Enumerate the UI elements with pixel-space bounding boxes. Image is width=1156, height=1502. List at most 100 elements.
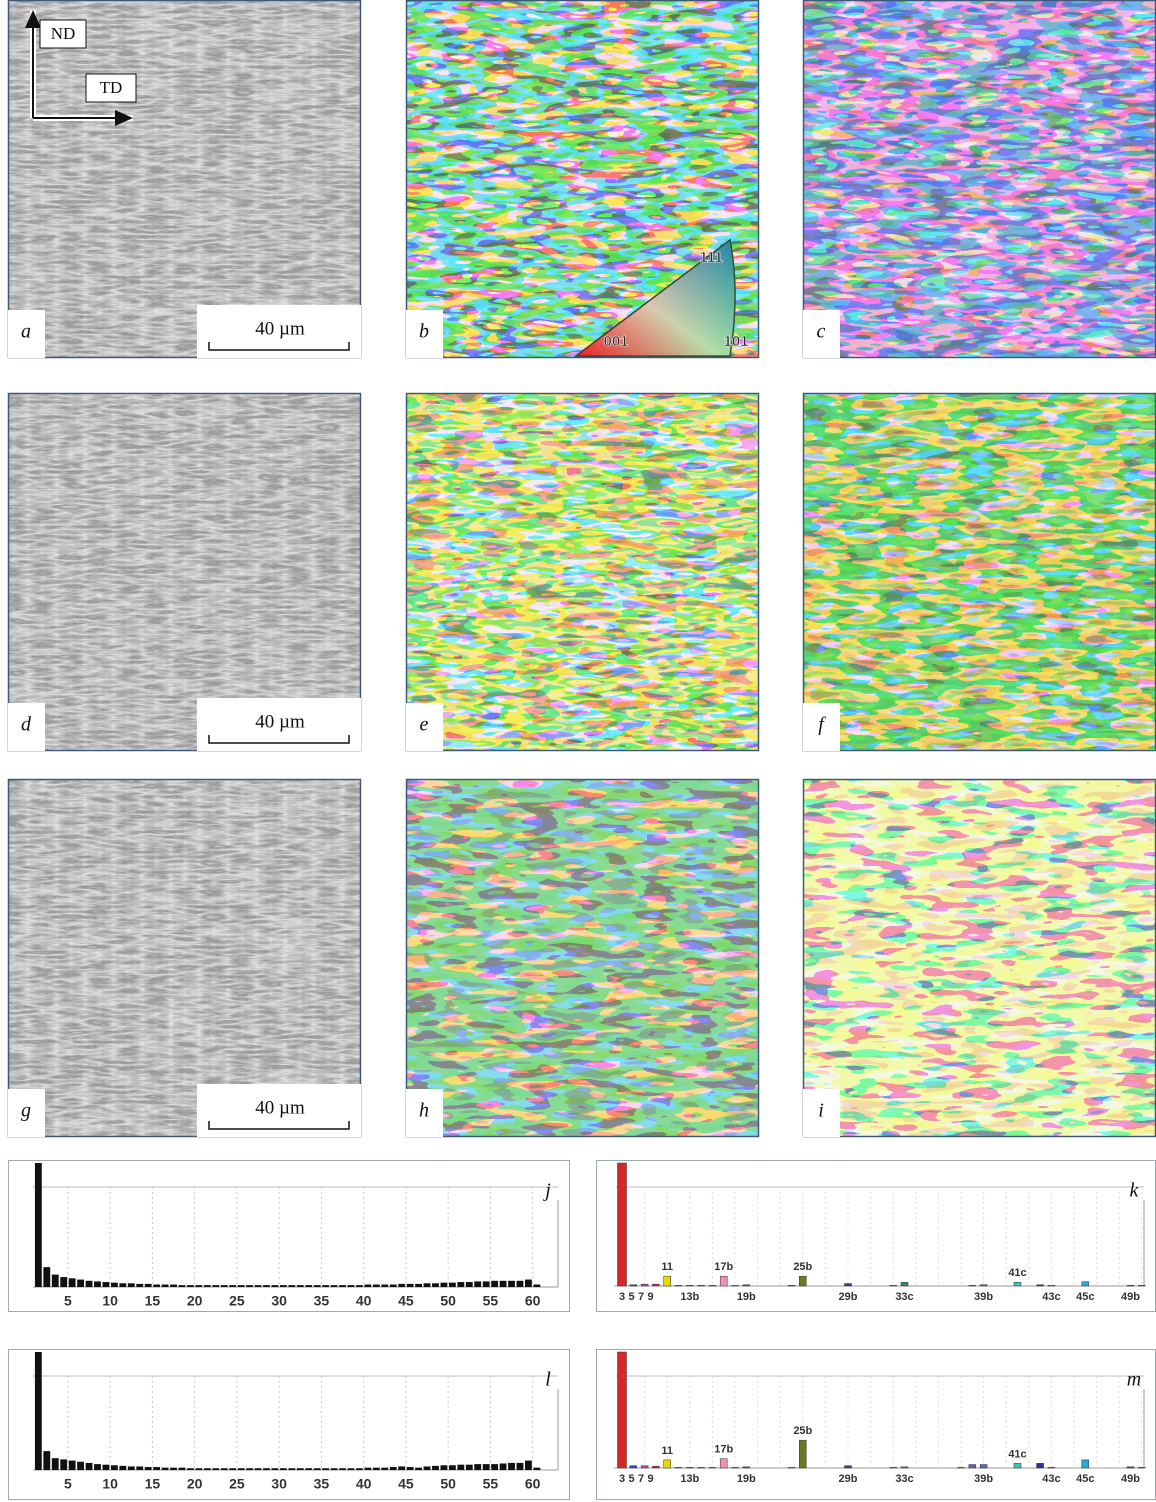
bar — [297, 1285, 304, 1287]
x-tick-label: 5 — [628, 1473, 634, 1485]
bar — [94, 1281, 101, 1287]
x-tick-label: 55 — [483, 1476, 499, 1492]
bar — [618, 1352, 627, 1468]
bar — [86, 1463, 93, 1470]
bar-label: 17b — [714, 1261, 733, 1273]
bar — [60, 1277, 67, 1287]
bar — [390, 1285, 397, 1287]
bar — [35, 1352, 42, 1470]
bar — [641, 1284, 648, 1286]
bar — [890, 1467, 897, 1468]
bar — [238, 1468, 245, 1470]
x-tick-label: 45 — [398, 1476, 414, 1492]
chart-frame — [9, 1161, 570, 1312]
x-tick-label: 7 — [638, 1473, 644, 1485]
scale-bar-label: 40 µm — [255, 711, 305, 732]
panel-label: c — [817, 321, 826, 343]
bar — [322, 1285, 329, 1287]
x-tick-label: 10 — [102, 1293, 118, 1309]
bar — [331, 1468, 338, 1470]
scale-bar-label: 40 µm — [255, 318, 305, 339]
bar — [901, 1467, 908, 1468]
bar — [500, 1281, 507, 1287]
bar — [381, 1285, 388, 1287]
bar — [845, 1284, 852, 1286]
bar — [664, 1276, 671, 1286]
x-tick-label: 3 — [619, 1473, 625, 1485]
bar — [491, 1281, 498, 1287]
ipf-label: 001 — [603, 333, 628, 350]
bar — [229, 1468, 236, 1470]
x-tick-label: 40 — [356, 1293, 372, 1309]
bar — [204, 1285, 211, 1287]
bar — [432, 1283, 439, 1287]
bar — [238, 1285, 245, 1287]
bar — [664, 1460, 671, 1468]
x-tick-label: 55 — [483, 1293, 499, 1309]
bar — [103, 1465, 110, 1470]
bar — [145, 1284, 152, 1287]
bar — [145, 1467, 152, 1470]
bar — [195, 1468, 202, 1470]
bar — [128, 1466, 135, 1470]
bar — [398, 1284, 405, 1287]
bar — [339, 1285, 346, 1287]
bar — [43, 1267, 50, 1287]
x-tick-label: 30 — [271, 1293, 287, 1309]
bar — [1048, 1285, 1055, 1286]
bar — [128, 1283, 135, 1287]
bar — [305, 1468, 312, 1470]
bar — [500, 1464, 507, 1470]
panel-label: b — [419, 321, 429, 343]
bar — [229, 1285, 236, 1287]
bar — [1138, 1285, 1145, 1286]
bar — [980, 1465, 987, 1468]
bar — [52, 1458, 59, 1470]
bar — [280, 1468, 287, 1470]
bar — [162, 1285, 169, 1287]
bar — [390, 1467, 397, 1470]
x-tick-label: 49b — [1121, 1473, 1140, 1485]
bar — [720, 1459, 727, 1468]
bar — [246, 1468, 253, 1470]
bar — [969, 1285, 976, 1286]
bar — [901, 1282, 908, 1286]
bar — [339, 1468, 346, 1470]
figure: a40 µmNDTDb111001101cd40 µmefg40 µmhi510… — [0, 0, 1156, 1502]
x-tick-label: 45c — [1076, 1291, 1094, 1303]
bar — [263, 1468, 270, 1470]
bar — [314, 1468, 321, 1470]
bar — [187, 1468, 194, 1470]
bar — [86, 1281, 93, 1287]
bar — [221, 1468, 228, 1470]
bar — [533, 1285, 540, 1287]
bar — [314, 1285, 321, 1287]
bar — [720, 1276, 727, 1286]
bar — [449, 1283, 456, 1287]
x-tick-label: 30 — [271, 1476, 287, 1492]
bar — [517, 1281, 524, 1287]
axis-label: TD — [100, 78, 123, 97]
x-tick-label: 19b — [737, 1291, 756, 1303]
bar — [1014, 1463, 1021, 1468]
bar — [398, 1466, 405, 1470]
bar — [474, 1464, 481, 1470]
bar — [709, 1467, 716, 1468]
bar — [255, 1285, 262, 1287]
scale-bar-label: 40 µm — [255, 1097, 305, 1118]
bar — [641, 1466, 648, 1468]
bar — [407, 1284, 414, 1287]
bar — [297, 1468, 304, 1470]
bar — [111, 1465, 118, 1470]
bar — [432, 1466, 439, 1470]
chart-frame — [597, 1161, 1156, 1312]
bar — [305, 1285, 312, 1287]
bar — [732, 1467, 739, 1468]
x-tick-label: 20 — [187, 1293, 203, 1309]
bar — [441, 1283, 448, 1287]
bar — [466, 1282, 473, 1287]
bar — [407, 1467, 414, 1470]
ipf-label: 101 — [723, 333, 748, 350]
x-tick-label: 9 — [647, 1291, 653, 1303]
bar — [1037, 1463, 1044, 1468]
